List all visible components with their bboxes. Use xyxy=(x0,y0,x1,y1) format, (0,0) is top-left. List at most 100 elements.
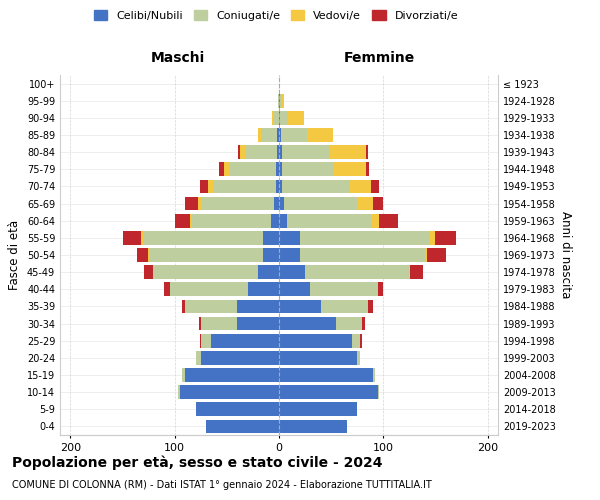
Bar xyxy=(279,111,280,124)
Bar xyxy=(143,231,263,244)
Bar xyxy=(279,351,357,364)
Bar xyxy=(279,402,357,416)
Bar xyxy=(278,94,279,108)
Bar xyxy=(206,420,279,434)
Bar xyxy=(279,94,280,108)
Y-axis label: Fasce di età: Fasce di età xyxy=(8,220,21,290)
Bar xyxy=(307,128,333,142)
Legend: Celibi/Nubili, Coniugati/e, Vedovi/e, Divorziati/e: Celibi/Nubili, Coniugati/e, Vedovi/e, Di… xyxy=(89,6,463,25)
Bar xyxy=(279,334,352,347)
Bar xyxy=(277,146,279,159)
Bar xyxy=(201,316,237,330)
Bar xyxy=(357,196,373,210)
Bar xyxy=(279,282,310,296)
Bar xyxy=(282,180,350,194)
Bar xyxy=(122,231,142,244)
Bar xyxy=(142,231,143,244)
Bar xyxy=(178,386,180,399)
Bar xyxy=(200,180,208,194)
Bar xyxy=(263,231,279,244)
Bar xyxy=(258,266,279,279)
Bar xyxy=(357,351,361,364)
Bar xyxy=(229,162,276,176)
Y-axis label: Anni di nascita: Anni di nascita xyxy=(559,212,572,298)
Bar xyxy=(287,214,371,228)
Bar xyxy=(365,162,368,176)
Bar xyxy=(197,196,201,210)
Bar xyxy=(279,266,305,279)
Bar xyxy=(350,180,371,194)
Bar xyxy=(218,162,224,176)
Bar xyxy=(368,300,373,314)
Bar xyxy=(237,300,279,314)
Bar xyxy=(185,368,279,382)
Bar xyxy=(279,420,347,434)
Bar xyxy=(180,386,279,399)
Bar xyxy=(300,248,425,262)
Bar xyxy=(425,248,427,262)
Bar xyxy=(361,334,362,347)
Bar xyxy=(277,128,279,142)
Bar xyxy=(280,111,289,124)
Bar xyxy=(337,316,362,330)
Bar xyxy=(279,214,287,228)
Bar xyxy=(153,266,154,279)
Bar xyxy=(185,196,197,210)
Bar xyxy=(281,128,307,142)
Bar xyxy=(373,196,383,210)
Bar xyxy=(185,300,237,314)
Text: Femmine: Femmine xyxy=(344,51,415,65)
Bar xyxy=(274,111,279,124)
Bar xyxy=(271,214,279,228)
Bar xyxy=(182,368,185,382)
Bar xyxy=(379,214,398,228)
Bar xyxy=(145,266,153,279)
Bar xyxy=(279,128,281,142)
Bar xyxy=(284,196,357,210)
Bar xyxy=(211,334,279,347)
Bar xyxy=(279,316,337,330)
Bar xyxy=(279,300,321,314)
Bar xyxy=(137,248,148,262)
Bar xyxy=(279,196,284,210)
Bar xyxy=(175,214,190,228)
Bar xyxy=(371,180,379,194)
Text: COMUNE DI COLONNA (RM) - Dati ISTAT 1° gennaio 2024 - Elaborazione TUTTITALIA.IT: COMUNE DI COLONNA (RM) - Dati ISTAT 1° g… xyxy=(12,480,432,490)
Bar xyxy=(279,368,373,382)
Bar xyxy=(321,300,368,314)
Bar xyxy=(282,162,334,176)
Bar xyxy=(280,94,282,108)
Bar xyxy=(279,231,300,244)
Bar xyxy=(201,351,279,364)
Bar xyxy=(238,146,241,159)
Bar xyxy=(201,334,211,347)
Bar xyxy=(430,231,436,244)
Bar xyxy=(274,196,279,210)
Bar xyxy=(436,231,456,244)
Bar xyxy=(378,282,383,296)
Bar xyxy=(261,128,277,142)
Bar xyxy=(248,282,279,296)
Bar xyxy=(373,368,375,382)
Bar xyxy=(279,248,300,262)
Bar xyxy=(279,146,282,159)
Bar xyxy=(272,111,274,124)
Bar xyxy=(169,282,248,296)
Bar xyxy=(276,162,279,176)
Bar xyxy=(279,180,282,194)
Bar xyxy=(410,266,423,279)
Bar xyxy=(365,146,368,159)
Bar xyxy=(282,94,284,108)
Bar xyxy=(282,146,329,159)
Bar xyxy=(241,146,245,159)
Bar xyxy=(310,282,378,296)
Bar xyxy=(201,196,274,210)
Bar xyxy=(352,334,361,347)
Bar xyxy=(200,334,201,347)
Bar xyxy=(409,266,410,279)
Text: Maschi: Maschi xyxy=(151,51,205,65)
Bar xyxy=(329,146,365,159)
Bar xyxy=(149,248,263,262)
Bar xyxy=(245,146,277,159)
Bar xyxy=(164,282,169,296)
